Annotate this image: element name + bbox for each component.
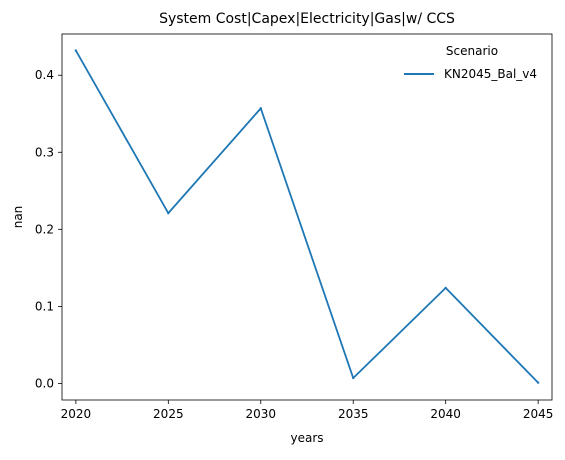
x-tick-label: 2025	[153, 407, 184, 421]
legend: Scenario KN2045_Bal_v4	[404, 44, 537, 81]
data-point	[444, 286, 447, 290]
y-tick-label: 0.3	[35, 145, 54, 159]
series-layer	[74, 49, 540, 384]
x-tick-label: 2040	[430, 407, 461, 421]
x-tick-label: 2030	[246, 407, 277, 421]
data-point	[167, 211, 170, 215]
x-tick-label: 2020	[61, 407, 92, 421]
data-point	[536, 381, 540, 384]
x-axis-label: years	[290, 431, 323, 445]
y-tick-label: 0.4	[35, 68, 54, 82]
data-point	[74, 49, 78, 52]
legend-title: Scenario	[446, 44, 498, 58]
x-axis-ticks: 2020 2025 2030 2035 2040 2045	[61, 400, 554, 421]
y-axis-ticks: 0.0 0.1 0.2 0.3 0.4	[35, 68, 62, 390]
y-tick-label: 0.2	[35, 222, 54, 236]
data-point	[259, 107, 262, 110]
data-point	[352, 376, 355, 380]
chart-title: System Cost|Capex|Electricity|Gas|w/ CCS	[159, 11, 455, 27]
x-tick-label: 2035	[338, 407, 369, 421]
plot-area-frame	[61, 33, 553, 401]
y-tick-label: 0.0	[35, 376, 54, 390]
x-tick-label: 2045	[523, 407, 554, 421]
y-axis-label: nan	[11, 206, 25, 229]
legend-entry-label: KN2045_Bal_v4	[444, 67, 537, 81]
series-line-KN2045_Bal_v4	[75, 50, 539, 384]
y-tick-label: 0.1	[35, 299, 54, 313]
